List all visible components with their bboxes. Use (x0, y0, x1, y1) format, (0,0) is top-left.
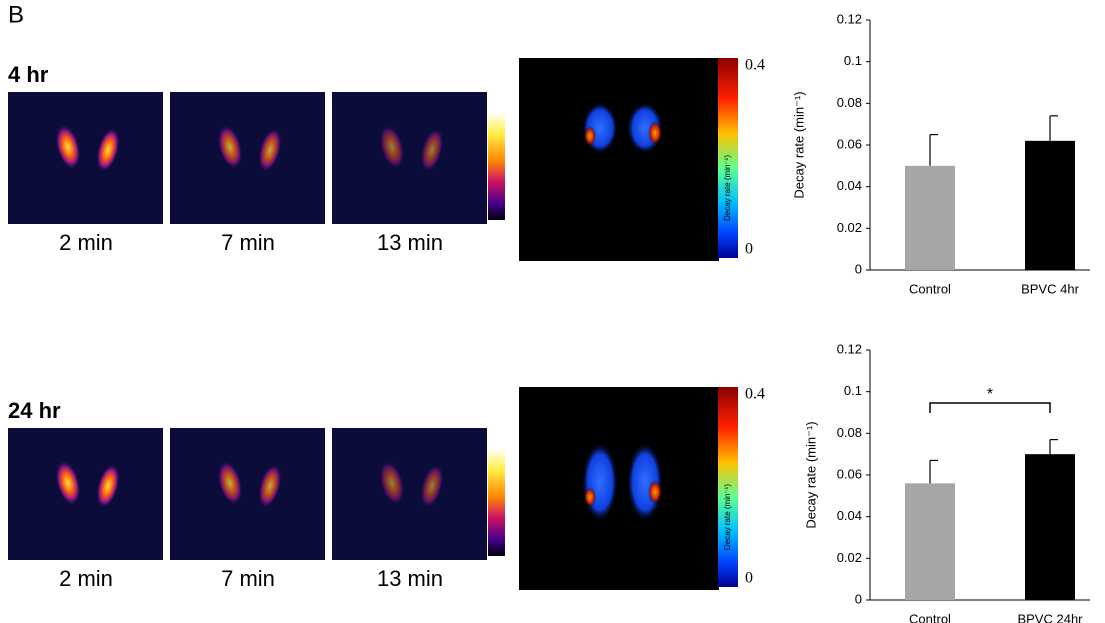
kidney (379, 125, 405, 169)
decay-map (519, 387, 719, 590)
scan-image (170, 428, 325, 560)
kidney-signal (55, 461, 120, 508)
panel-label: B (8, 1, 24, 28)
significance-marker: * (987, 386, 993, 403)
intensity-colorbar (488, 448, 505, 556)
kidney (96, 128, 120, 172)
y-tick-label: 0.04 (837, 178, 862, 193)
y-tick-label: 0.06 (837, 136, 862, 151)
colorbar-title: Decay rate (min⁻¹) (723, 484, 732, 550)
intensity-colorbar (488, 112, 505, 220)
scan-image (8, 92, 163, 224)
y-tick-label: 0.06 (837, 466, 862, 481)
kidney (420, 464, 444, 508)
x-tick-label: Control (909, 611, 951, 623)
kidney (379, 461, 405, 505)
kidney (217, 125, 243, 169)
map-kidney (582, 442, 618, 522)
colorbar-tick: 0.4 (745, 386, 765, 403)
x-tick-label: Control (909, 281, 951, 296)
map-hot (648, 480, 662, 504)
y-tick-label: 0.08 (837, 425, 862, 440)
y-tick-label: 0 (855, 261, 862, 276)
kidney (217, 461, 243, 505)
map-hot (584, 126, 596, 146)
y-tick-label: 0.02 (837, 550, 862, 565)
kidney (96, 464, 120, 508)
frame-label: 2 min (59, 230, 113, 255)
decay-colorbar (718, 58, 738, 258)
y-tick-label: 0 (855, 591, 862, 606)
bar (1025, 454, 1075, 600)
y-tick-label: 0.1 (844, 383, 862, 398)
x-tick-label: BPVC 24hr (1017, 611, 1083, 623)
y-tick-label: 0.1 (844, 53, 862, 68)
frame-label: 2 min (59, 566, 113, 591)
kidney-signal (379, 461, 444, 508)
kidney-signal (55, 125, 120, 172)
kidney-signal (217, 461, 282, 508)
scan-image (170, 92, 325, 224)
bar (1025, 140, 1075, 270)
colorbar-tick: 0 (745, 570, 753, 587)
frame-label: 7 min (221, 230, 275, 255)
y-tick-label: 0.12 (837, 11, 862, 26)
scan-image (8, 428, 163, 560)
kidney (55, 125, 81, 169)
colorbar-tick: 0 (745, 241, 753, 258)
kidney (55, 461, 81, 505)
bar (905, 165, 955, 270)
colorbar-title: Decay rate (min⁻¹) (723, 155, 732, 221)
y-axis-label: Decay rate (min⁻¹) (803, 421, 818, 528)
y-tick-label: 0.12 (837, 341, 862, 356)
map-hot (648, 121, 662, 145)
kidney (258, 464, 282, 508)
frame-label: 13 min (377, 566, 443, 591)
kidney-signal (217, 125, 282, 172)
kidney (258, 128, 282, 172)
significance-bracket (929, 402, 1051, 413)
row-label: 4 hr (8, 62, 49, 87)
decay-map (519, 58, 719, 261)
colorbar-tick: 0.4 (745, 57, 765, 74)
y-tick-label: 0.04 (837, 508, 862, 523)
y-tick-label: 0.08 (837, 95, 862, 110)
row-label: 24 hr (8, 398, 61, 423)
y-axis-label: Decay rate (min⁻¹) (791, 91, 806, 198)
scan-image (332, 428, 487, 560)
kidney-signal (379, 125, 444, 172)
kidney (420, 128, 444, 172)
x-tick-label: BPVC 4hr (1021, 281, 1079, 296)
frame-label: 13 min (377, 230, 443, 255)
y-tick-label: 0.02 (837, 220, 862, 235)
scan-image (332, 92, 487, 224)
decay-colorbar (718, 387, 738, 587)
frame-label: 7 min (221, 566, 275, 591)
bar (905, 483, 955, 600)
map-hot (584, 487, 596, 507)
